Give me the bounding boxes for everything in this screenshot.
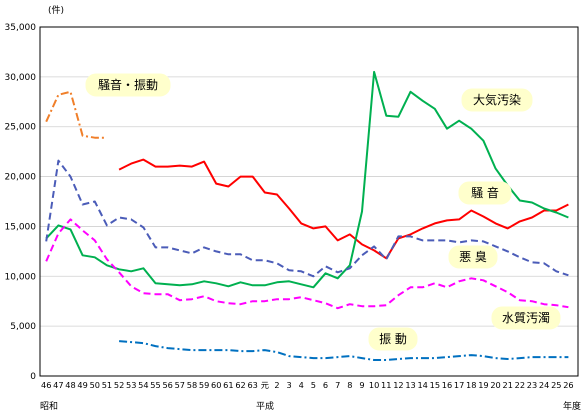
era-label-showa: 昭和 [40,401,58,412]
x-tick-label: 12 [393,380,403,390]
series-label-1: 騒 音 [458,181,512,205]
series-label-4: 水質汚濁 [491,306,561,330]
x-tick-label: 57 [175,380,185,390]
x-tick-label: 51 [102,380,112,390]
x-tick-label: 52 [114,380,124,390]
x-tick-label: 4 [299,380,304,390]
x-tick-label: 59 [199,380,209,390]
y-tick-labels: 0 5,000 10,000 15,000 20,000 25,000 30,000 35,0… [5,23,37,382]
series-label-0: 騒音・振動 [85,73,171,97]
x-tick-label: 8 [347,380,352,390]
y-tick-label: 25,000 [5,123,37,133]
series-line-0 [45,90,107,139]
svg-text:大気汚染: 大気汚染 [473,92,521,107]
series-line-1 [118,158,569,260]
x-tick-label: 15 [430,380,440,390]
x-tick-label: 元 [261,380,269,390]
x-tick-label: 50 [90,380,100,390]
series-line-4 [45,218,569,310]
x-tick-label: 20 [490,380,500,390]
y-tick-label: 35,000 [5,23,37,33]
x-tick-label: 3 [286,380,291,390]
y-tick-label: 5,000 [10,322,36,332]
y-tick-label: 15,000 [5,222,37,232]
svg-text:騒 音: 騒 音 [471,185,499,200]
x-tick-label: 25 [551,380,561,390]
x-tick-label: 7 [335,380,340,390]
y-tick-label: 0 [30,372,36,382]
x-tick-label: 23 [527,380,537,390]
series-line-2 [45,70,569,289]
x-tick-label: 19 [478,380,488,390]
x-tick-label: 46 [41,380,51,390]
series-line-5 [119,340,569,361]
x-tick-label: 18 [466,380,476,390]
x-tick-label: 61 [223,380,233,390]
x-tick-label: 54 [138,380,148,390]
svg-text:騒音・振動: 騒音・振動 [98,77,158,92]
x-tick-label: 53 [126,380,136,390]
x-tick-label: 55 [150,380,160,390]
x-tick-label: 11 [381,380,391,390]
series-label-2: 大気汚染 [461,88,533,112]
svg-text:悪 臭: 悪 臭 [459,249,487,264]
x-tick-label: 48 [65,380,75,390]
x-tick-label: 2 [274,380,279,390]
y-tick-label: 30,000 [5,73,37,83]
x-tick-label: 47 [53,380,63,390]
y-tick-label: 20,000 [5,173,37,183]
y-unit-label: (件) [48,4,64,16]
x-tick-label: 63 [247,380,257,390]
plot-area [39,26,579,377]
era-label-year: 年度 [563,400,581,412]
series-line-3 [45,159,569,278]
x-tick-label: 9 [359,380,364,390]
x-tick-label: 22 [515,380,525,390]
x-tick-label: 6 [323,380,328,390]
x-tick-label: 49 [77,380,87,390]
x-tick-label: 13 [405,380,415,390]
x-tick-label: 21 [502,380,512,390]
x-tick-label: 62 [235,380,245,390]
x-tick-label: 14 [417,380,427,390]
x-tick-labels: 46 47 48 49 50 51 52 53 54 55 56 57 58 59 60 61 62 63 元 2 3 4… [41,380,574,390]
x-tick-label: 16 [442,380,452,390]
x-tick-label: 26 [563,380,573,390]
series-label-3: 悪 臭 [448,245,498,269]
x-tick-label: 58 [187,380,197,390]
x-tick-label: 17 [454,380,464,390]
x-tick-label: 56 [162,380,172,390]
svg-text:振 動: 振 動 [379,332,407,346]
x-tick-label: 60 [211,380,221,390]
svg-text:水質汚濁: 水質汚濁 [502,310,550,325]
series-label-5: 振 動 [368,327,418,351]
era-label-heisei: 平成 [256,400,274,412]
y-tick-label: 10,000 [5,272,37,282]
x-tick-label: 24 [539,380,549,390]
series-lines [45,70,569,361]
x-tick-label: 5 [311,380,316,390]
x-tick-label: 10 [369,380,379,390]
